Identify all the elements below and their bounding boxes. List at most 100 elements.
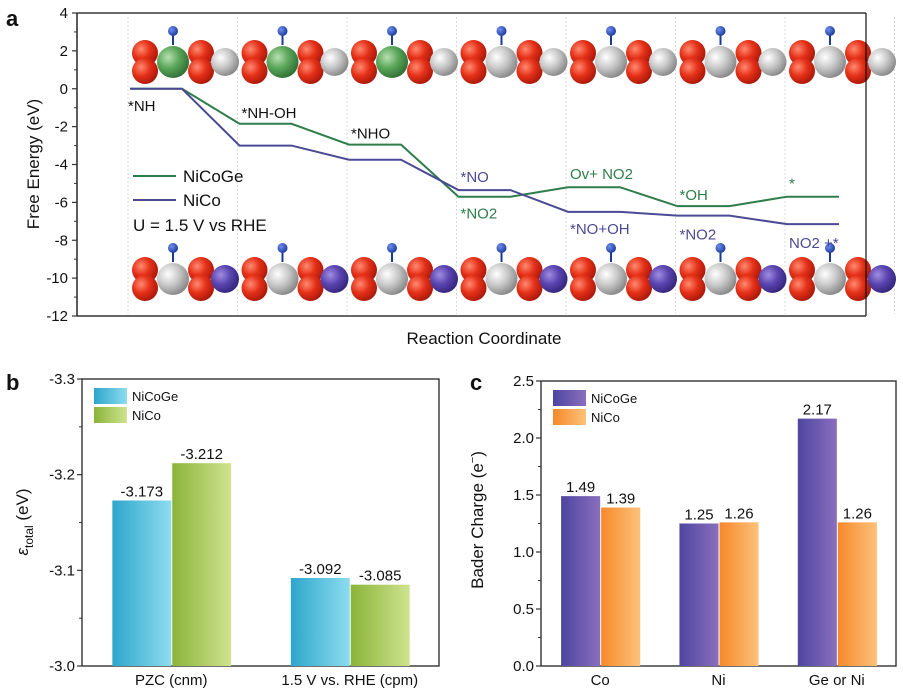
bar-nicoge [290,577,350,666]
atom-sphere [516,40,543,66]
nicoge-structure-inset [351,26,458,84]
y-ticks: 4 2 0 -2 -4 -6 -8 -10 -12 [46,5,77,325]
data-label: 1.26 [724,505,753,522]
adsorbate-atom [496,243,507,253]
legend-label-nico: NiCo [132,408,161,423]
adsorbate-atom [277,26,288,36]
atom-sphere [297,40,324,66]
atom-sphere [570,257,596,283]
atom-sphere [758,48,787,76]
atom-sphere [704,263,737,295]
atom-sphere [241,257,268,283]
nico-structure-inset [679,243,787,301]
y-axis-label: Free Energy (eV) [24,99,43,229]
legend-swatch-nico [94,407,127,423]
atom-sphere [845,275,871,301]
y-axis-label-subscript: total [22,525,36,548]
x-tick-label: Ge or Ni [809,672,865,689]
atom-sphere [758,265,787,293]
data-label: 2.17 [803,402,832,419]
atom-sphere [430,265,458,293]
y-tick-label: -3.3 [49,371,75,388]
y-tick-label: 1.5 [513,487,534,504]
atom-sphere [516,58,543,84]
atom-sphere [595,46,627,78]
atom-sphere [595,263,627,295]
data-label: 1.26 [843,505,872,522]
atom-sphere [376,263,408,295]
y-tick-label: -6 [55,194,68,211]
y-axis-label-symbol: ε [13,548,32,556]
energy-path-nico [130,87,839,226]
step-label: *NH-OH [242,105,297,122]
atom-sphere [516,257,543,283]
energy-path-nicoge [130,87,839,208]
atom-sphere [241,58,268,84]
atom-sphere [407,40,433,66]
legend-label-nicoge: NiCoGe [132,389,178,404]
atom-sphere [188,257,214,283]
legend-swatch-nicoge [553,390,586,406]
atom-sphere [407,257,433,283]
atom-sphere [679,257,706,283]
data-label: -3.085 [359,568,402,585]
atom-sphere [570,58,596,84]
atom-sphere [266,263,299,295]
bars: -3.173 -3.212 -3.092 -3.085 [112,446,410,666]
atom-sphere [539,48,568,76]
atom-sphere [735,257,762,283]
adsorbate-atom [387,243,397,253]
bar-nicoge [561,496,601,666]
atom-sphere [735,58,762,84]
y-axis-label-unit: (eV) [13,488,32,525]
atom-sphere [460,40,487,66]
adsorbate-atom [825,26,835,36]
y-tick-label: 0.0 [513,658,534,675]
step-label: *NO2 [680,227,717,244]
panel-a-free-energy-diagram: 4 2 0 -2 -4 -6 -8 -10 -12 *NH *NH-OH *NHO *NO2 Ov+ N… [24,5,896,348]
nicoge-structure-inset [241,26,349,84]
legend-label-nicoge: NiCoGe [183,167,243,186]
step-label: *NH [128,98,156,115]
y-axis-label: εtotal (eV) [13,488,36,555]
atom-sphere [241,275,268,301]
adsorbate-atom [606,243,616,253]
atom-sphere [626,40,652,66]
step-label: Ov+ NO2 [570,166,633,183]
legend: NiCoGe NiCo [553,390,637,425]
y-axis-label-text: Bader Charge (e [468,463,487,589]
atom-sphere [789,40,815,66]
atom-sphere [430,48,458,76]
data-label: -3.212 [180,446,223,463]
atom-sphere [789,58,815,84]
atom-sphere [704,46,737,78]
adsorbate-atom [496,26,507,36]
atom-sphere [188,275,214,301]
y-tick-label: 1.0 [513,544,534,561]
nico-structure-inset [241,243,349,301]
legend-label-nico: NiCo [591,410,620,425]
atom-sphere [485,263,518,295]
atom-sphere [132,275,158,301]
nicoge-structure-inset [460,26,568,84]
adsorbate-atom [387,26,397,36]
atom-sphere [626,275,652,301]
adsorbate-atom [715,243,726,253]
atom-sphere [679,275,706,301]
y-axis-label-close: ) [468,451,487,457]
x-tick-label: 1.5 V vs. RHE (cpm) [281,672,418,689]
y-axis-label-superscript: − [467,457,479,463]
step-label: *NO [461,169,489,186]
atom-sphere [157,263,189,295]
atom-sphere [460,257,487,283]
atom-sphere [649,48,677,76]
atom-sphere [132,257,158,283]
atom-sphere [868,48,896,76]
adsorbate-atom [168,243,178,253]
atom-sphere [845,58,871,84]
bar-nico [601,507,641,666]
y-tick-label: -3.2 [49,467,75,484]
y-tick-label: 0 [60,81,68,98]
bars: 1.49 1.39 1.25 1.26 2.17 1.26 [561,402,877,666]
atom-sphere [132,58,158,84]
